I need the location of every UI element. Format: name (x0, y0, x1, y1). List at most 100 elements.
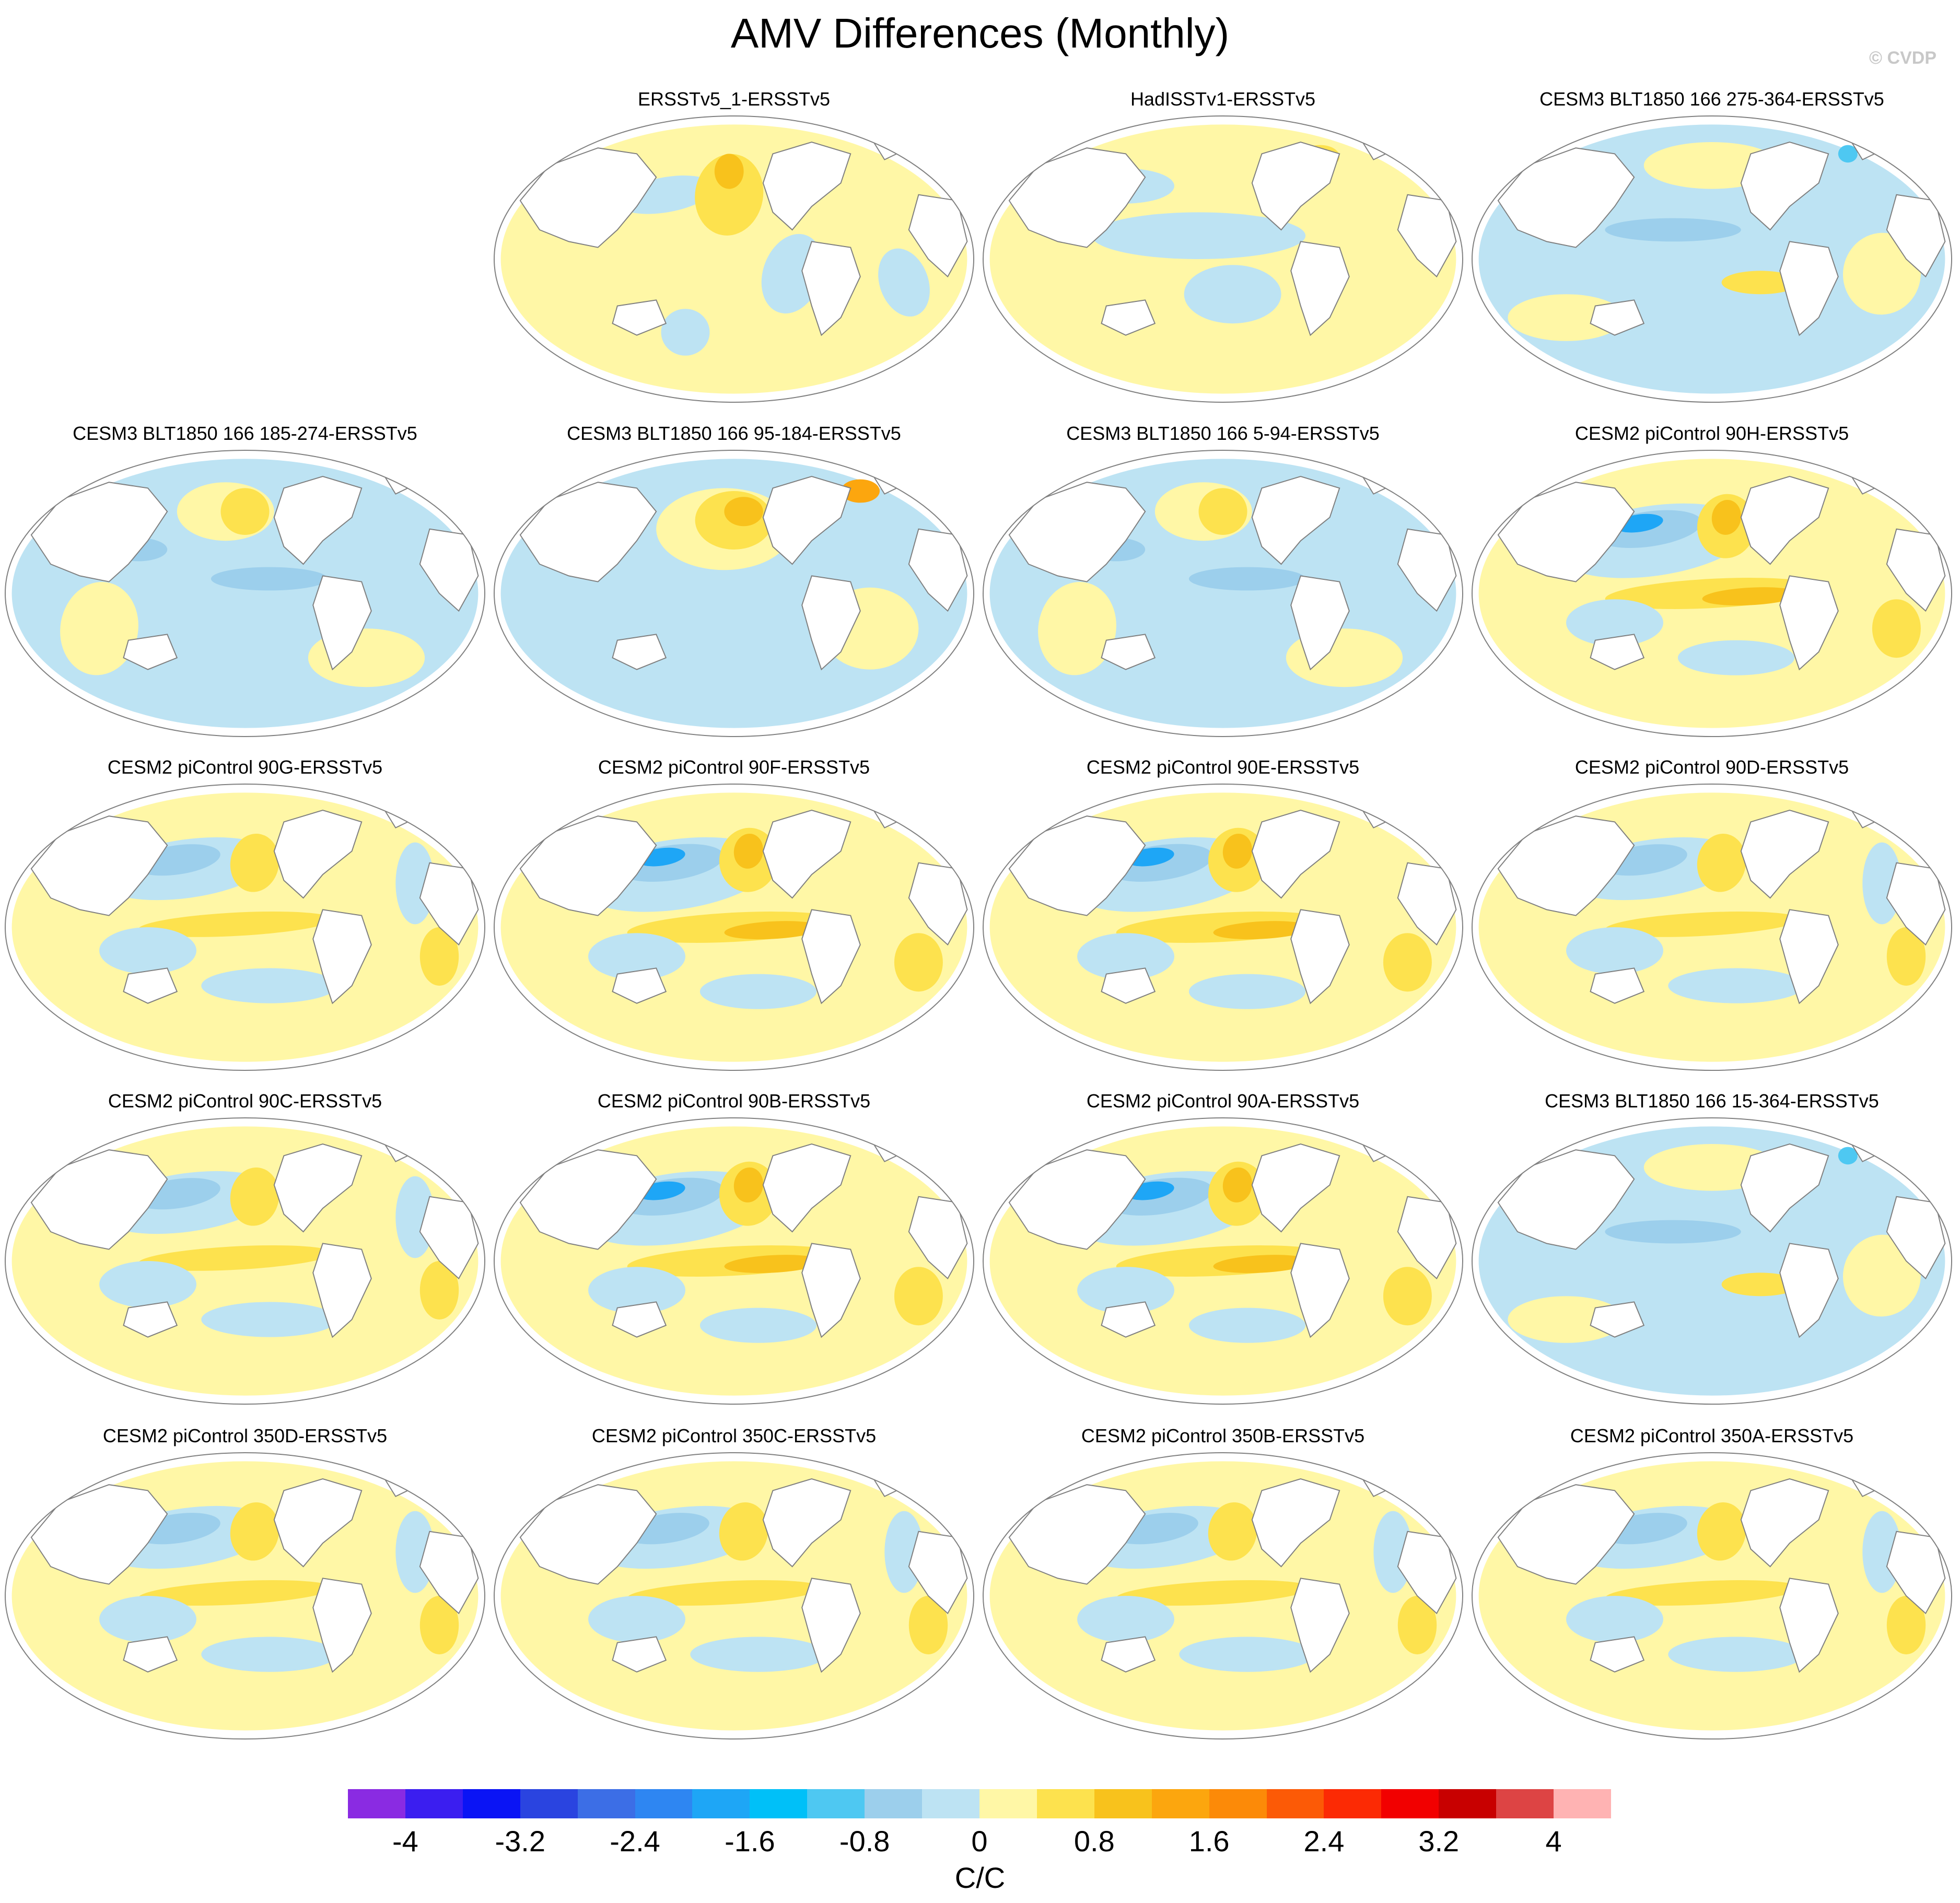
anomaly-region (99, 1596, 196, 1643)
anomaly-region (1697, 1502, 1746, 1561)
anomaly-region (1077, 933, 1174, 980)
land-mass (1779, 1243, 1839, 1338)
land-mass (1101, 299, 1156, 336)
map-outline (494, 784, 974, 1071)
land-mass (1251, 1143, 1340, 1233)
colorbar-tick-label: 4 (1545, 1825, 1562, 1858)
panel-title: CESM2 piControl 350A-ERSSTv5 (1570, 1425, 1854, 1446)
anomaly-region (661, 309, 710, 356)
anomaly-region (419, 1261, 459, 1320)
sst-difference-map (1472, 450, 1952, 737)
land-mass (1008, 147, 1146, 248)
panel-title: CESM2 piControl 350C-ERSSTv5 (591, 1425, 877, 1446)
panel-title: ERSSTv5_1-ERSSTv5 (637, 88, 831, 110)
colorbar-tick-label: -2.4 (610, 1825, 660, 1858)
map-panel: CESM2 piControl 90H-ERSSTv5 (1469, 422, 1955, 746)
anomaly-region (201, 1302, 337, 1337)
sst-difference-map (494, 450, 974, 737)
land-mass (762, 809, 851, 899)
map-panel: CESM3 BLT1850 166 275-364-ERSSTv5 (1469, 88, 1955, 412)
anomaly-region (1872, 599, 1921, 658)
anomaly-region (201, 968, 337, 1003)
land-mass (612, 1636, 667, 1673)
colorbar-swatch (922, 1789, 980, 1818)
anomaly-region (138, 1580, 333, 1606)
land-mass (1101, 1301, 1156, 1338)
anomaly-region (1198, 488, 1247, 535)
anomaly-region (1179, 1637, 1315, 1672)
map-panel: CESM3 BLT1850 166 185-274-ERSSTv5 (2, 422, 488, 746)
land-mass (1590, 634, 1645, 670)
anomaly-region (1188, 567, 1306, 591)
land-mass (273, 1143, 363, 1233)
anomaly-region (1605, 218, 1741, 242)
map-outline (494, 115, 974, 403)
cvdp-watermark: © CVDP (1869, 48, 1936, 68)
land-mass (1590, 1636, 1645, 1673)
land-mass (1590, 967, 1645, 1004)
anomaly-region (695, 154, 764, 236)
colorbar (348, 1789, 1612, 1818)
anomaly-region (1668, 1637, 1804, 1672)
land-mass (123, 967, 178, 1004)
anomaly-region (714, 154, 744, 189)
colorbar-swatch (1496, 1789, 1554, 1818)
land-mass (1251, 1478, 1340, 1568)
sst-difference-map (5, 450, 485, 737)
panel-title: CESM2 piControl 90H-ERSSTv5 (1574, 423, 1849, 444)
anomaly-region (99, 1261, 196, 1308)
land-mass (762, 141, 851, 231)
sst-difference-map (983, 784, 1463, 1071)
anomaly-region (1188, 974, 1306, 1009)
colorbar-swatch (1381, 1789, 1439, 1818)
colorbar-tick-label: 0 (971, 1825, 988, 1858)
land-mass (312, 575, 372, 671)
anomaly-region (1605, 912, 1800, 937)
panel-title: CESM3 BLT1850 166 275-364-ERSSTv5 (1539, 88, 1884, 110)
anomaly-region (733, 1167, 763, 1202)
land-mass (519, 1149, 657, 1250)
map-panel: HadISSTv1-ERSSTv5 (980, 88, 1466, 412)
sst-difference-map (494, 115, 974, 403)
land-mass (123, 1636, 178, 1673)
colorbar-swatch (1324, 1789, 1382, 1818)
map-panel: CESM2 piControl 350A-ERSSTv5 (1469, 1425, 1955, 1748)
land-mass (30, 815, 168, 916)
anomaly-region (724, 1255, 822, 1274)
map-panel: CESM2 piControl 90B-ERSSTv5 (491, 1090, 977, 1414)
land-mass (1779, 575, 1839, 671)
sst-difference-map (1472, 784, 1952, 1071)
map-outline (1472, 1452, 1952, 1739)
anomaly-region (894, 1267, 943, 1326)
map-panel: CESM2 piControl 90C-ERSSTv5 (2, 1090, 488, 1414)
anomaly-region (1838, 145, 1858, 163)
map-outline (5, 1452, 485, 1739)
land-mass (1590, 1301, 1645, 1338)
map-outline (983, 1117, 1463, 1405)
land-mass (1497, 482, 1635, 582)
panel-title: HadISSTv1-ERSSTv5 (1130, 88, 1316, 110)
land-mass (1290, 909, 1350, 1005)
colorbar-swatch (635, 1789, 693, 1818)
anomaly-region (894, 933, 943, 992)
anomaly-region (1038, 582, 1116, 675)
sst-difference-map (494, 1117, 974, 1405)
colorbar-swatch (577, 1789, 635, 1818)
anomaly-region (1213, 921, 1311, 940)
colorbar-swatch (405, 1789, 463, 1818)
anomaly-region (1886, 1596, 1926, 1654)
anomaly-region (1077, 1596, 1174, 1643)
land-mass (30, 482, 168, 582)
map-panel: CESM2 piControl 350D-ERSSTv5 (2, 1425, 488, 1748)
land-mass (801, 1243, 861, 1338)
land-mass (273, 1478, 363, 1568)
anomaly-region (1208, 1502, 1257, 1561)
anomaly-region (220, 488, 270, 535)
anomaly-region (1677, 640, 1795, 675)
land-mass (1290, 1578, 1350, 1673)
anomaly-region (588, 1596, 685, 1643)
land-mass (1497, 1484, 1635, 1585)
sst-difference-map (983, 1452, 1463, 1739)
land-mass (1290, 1243, 1350, 1338)
map-panel: CESM3 BLT1850 166 15-364-ERSSTv5 (1469, 1090, 1955, 1414)
